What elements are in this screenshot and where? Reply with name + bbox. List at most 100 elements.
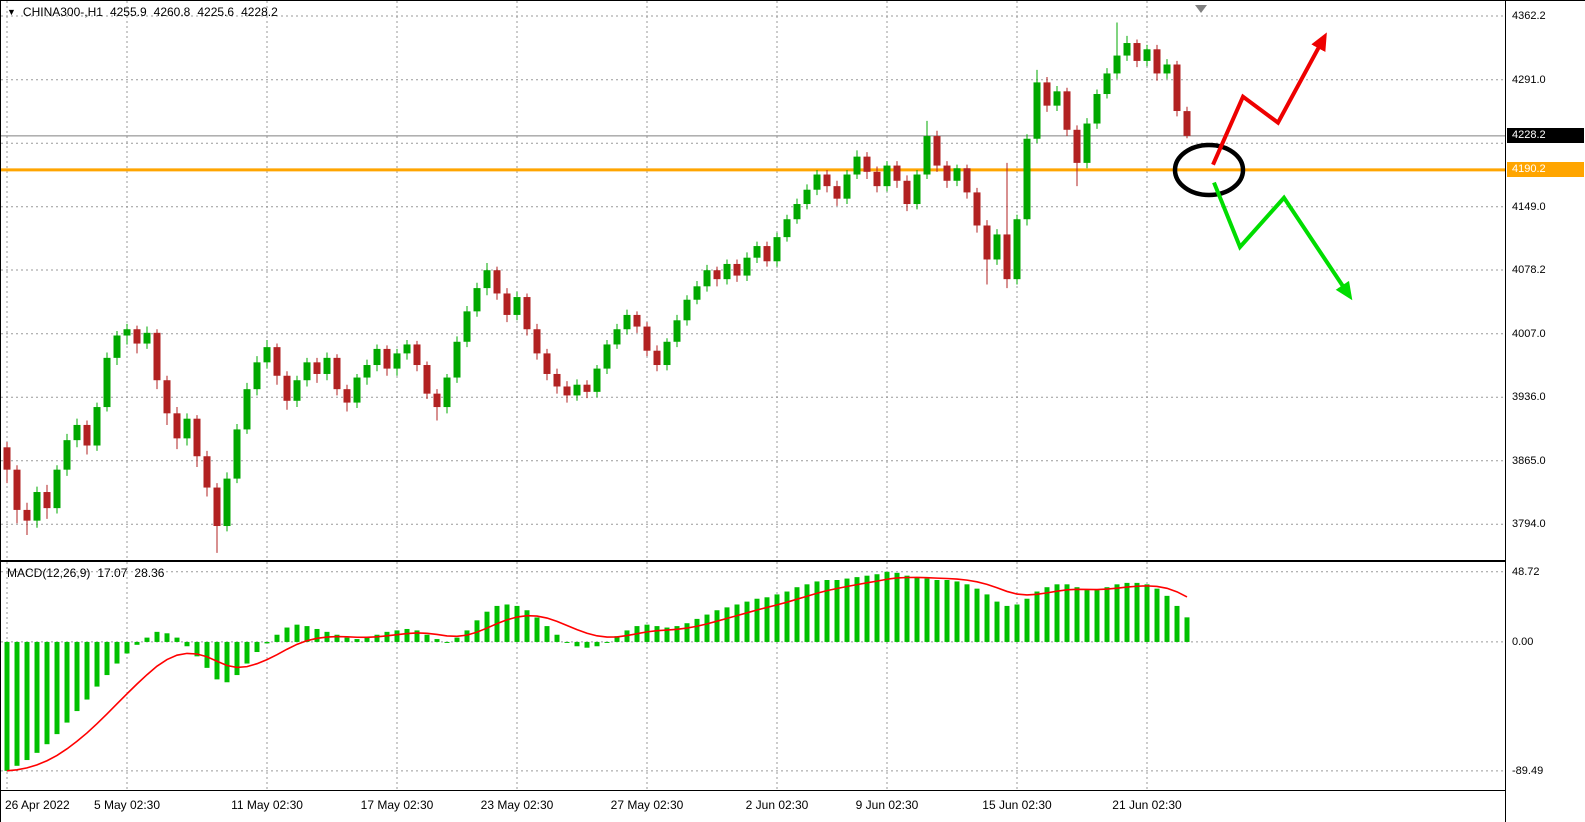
macd-histogram-bar: [604, 641, 610, 643]
macd-histogram-bar: [534, 617, 540, 642]
macd-histogram-bar: [444, 641, 450, 643]
candle-body: [513, 297, 521, 315]
macd-histogram-bar: [1014, 604, 1020, 642]
time-axis-label: 26 Apr 2022: [5, 798, 70, 812]
candle-body: [433, 393, 441, 408]
candle-body: [843, 174, 851, 199]
candle-body: [583, 384, 591, 392]
candle-body: [683, 299, 691, 321]
macd-histogram-bar: [1004, 605, 1010, 642]
candle-body: [1083, 123, 1091, 163]
chart-shift-marker-icon[interactable]: [1195, 5, 1207, 13]
candle-body: [983, 225, 991, 260]
macd-histogram-bar: [1054, 584, 1060, 642]
price-axis[interactable]: 4362.2 4291.0 4149.0 4078.2 4007.0 3936.0 3865…: [1505, 1, 1585, 822]
macd-histogram-bar: [1164, 595, 1170, 642]
candle-body: [283, 375, 291, 401]
candle-body: [243, 389, 251, 430]
pane-divider[interactable]: [1, 790, 1505, 791]
candle-body: [273, 347, 281, 376]
macd-histogram-bar: [934, 580, 940, 642]
price-chart-pane[interactable]: ▼ CHINA300-,H1 4255.9 4260.8 4225.6 4228…: [1, 1, 1505, 560]
macd-histogram-bar: [844, 578, 850, 642]
macd-indicator-pane[interactable]: MACD(12,26,9) 17.07 28.36: [1, 562, 1505, 790]
candle-body: [183, 418, 191, 439]
candle-body: [693, 286, 701, 300]
candle-body: [1163, 64, 1171, 74]
macd-histogram-bar: [244, 641, 250, 664]
candle-body: [403, 344, 411, 354]
candle-body: [723, 263, 731, 280]
macd-histogram-bar: [1084, 590, 1090, 642]
candle-body: [423, 365, 431, 394]
pane-divider[interactable]: [1, 560, 1505, 562]
macd-histogram-bar: [564, 641, 570, 643]
candle-body: [653, 350, 661, 366]
candle-body: [1033, 82, 1041, 139]
macd-histogram-bar: [114, 641, 120, 664]
candle-body: [633, 314, 641, 327]
candle-body: [1073, 129, 1081, 163]
candle-body: [373, 348, 381, 366]
macd-histogram-bar: [754, 598, 760, 642]
macd-histogram-bar: [44, 641, 50, 745]
candle-body: [173, 413, 181, 439]
candle-body: [923, 136, 931, 175]
macd-histogram-bar: [614, 636, 620, 642]
candle-body: [1043, 82, 1051, 106]
bullish-scenario-arrow[interactable]: [1211, 32, 1327, 166]
macd-histogram-bar: [14, 641, 20, 766]
macd-histogram-bar: [364, 637, 370, 642]
bearish-scenario-arrow[interactable]: [1212, 181, 1353, 301]
macd-histogram-bar: [664, 627, 670, 642]
price-axis-label: 3865.0: [1512, 454, 1546, 467]
macd-histogram-bar: [74, 641, 80, 712]
candle-body: [343, 389, 351, 403]
candles: [3, 22, 1191, 553]
macd-histogram-bar: [834, 580, 840, 642]
macd-signal-value: 28.36: [134, 566, 165, 580]
macd-histogram-bar: [414, 630, 420, 642]
time-axis-label: 11 May 02:30: [231, 798, 303, 812]
candle-body: [1173, 64, 1181, 112]
macd-histogram-bar: [914, 577, 920, 642]
current-price-tag: 4228.2: [1507, 127, 1584, 143]
macd-histogram-bar: [374, 634, 380, 642]
candle-body: [863, 156, 871, 172]
candle-body: [553, 373, 561, 387]
candle-body: [743, 257, 751, 276]
macd-label: MACD(12,26,9): [7, 566, 91, 580]
macd-histogram-bar: [194, 641, 200, 657]
candle-body: [713, 270, 721, 280]
candle-body: [203, 456, 211, 488]
candle-body: [143, 332, 151, 344]
candle-body: [413, 344, 421, 366]
macd-histogram-bar: [4, 641, 10, 771]
macd-histogram-bar: [814, 581, 820, 642]
macd-histogram-bar: [894, 572, 900, 642]
support-line-price-tag[interactable]: 4190.2: [1507, 161, 1584, 177]
macd-histogram-bar: [1034, 591, 1040, 642]
time-axis-label: 17 May 02:30: [360, 798, 434, 812]
candle-body: [963, 168, 971, 193]
macd-histogram-bar: [1184, 617, 1190, 642]
candle-body: [3, 447, 11, 470]
macd-histogram-bar: [84, 641, 90, 700]
macd-histogram-bar: [1074, 587, 1080, 642]
macd-histogram-bar: [584, 641, 590, 648]
macd-histogram-bar: [354, 639, 360, 642]
candle-body: [523, 297, 531, 330]
highlight-ellipse-annotation[interactable]: [1172, 142, 1246, 198]
candle-body: [593, 368, 601, 392]
macd-histogram-bar: [1134, 582, 1140, 642]
macd-histogram-bar: [54, 641, 60, 735]
macd-histogram-bar: [774, 594, 780, 642]
candle-body: [603, 344, 611, 369]
macd-histogram-bar: [1044, 587, 1050, 642]
time-axis[interactable]: 26 Apr 2022 5 May 02:30 11 May 02:30 17 May…: [1, 791, 1505, 822]
macd-histogram-bar: [1144, 584, 1150, 642]
symbol-dropdown-icon[interactable]: ▼: [7, 7, 16, 17]
price-chart-canvas: [1, 1, 1505, 560]
candle-body: [503, 293, 511, 315]
macd-canvas: [1, 562, 1505, 790]
